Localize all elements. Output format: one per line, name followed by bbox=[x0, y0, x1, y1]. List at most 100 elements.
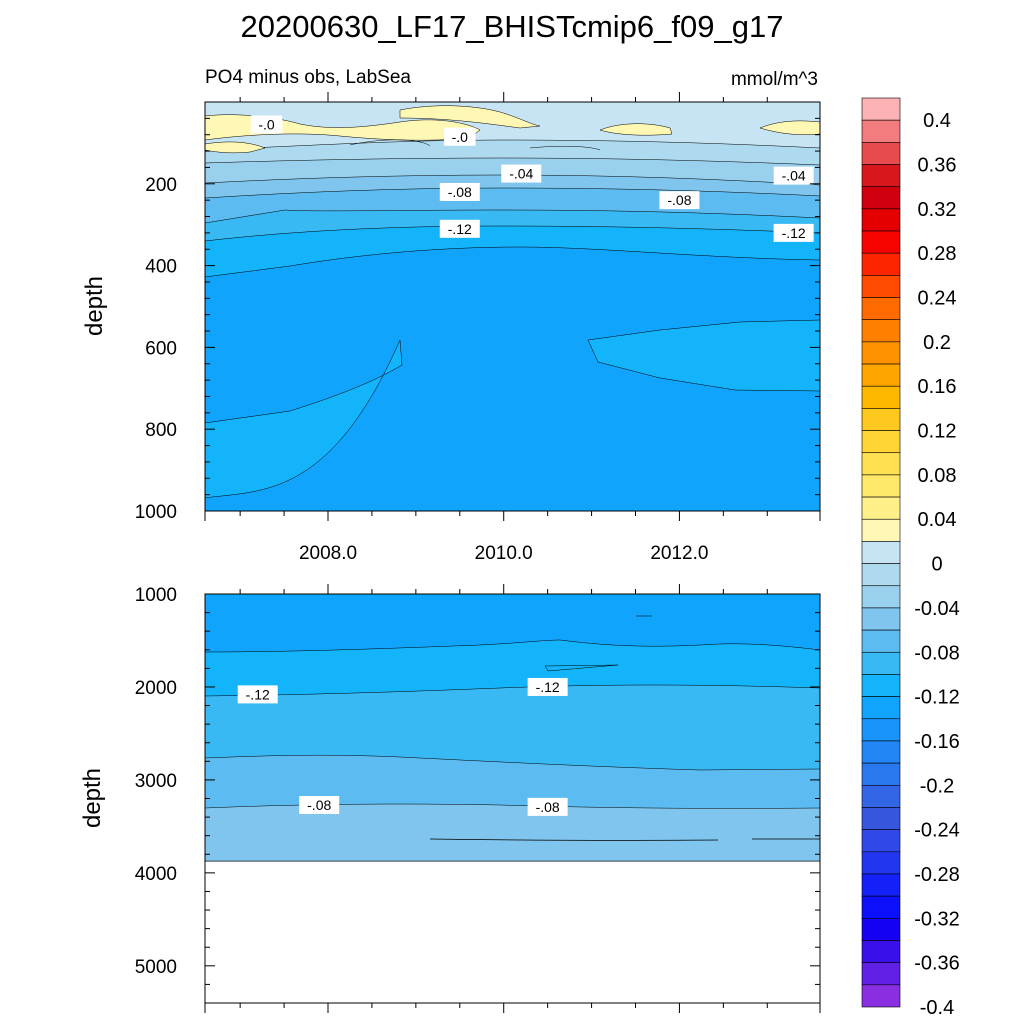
colorbar-tick-label: -0.36 bbox=[914, 953, 960, 975]
colorbar-tick-label: 0.12 bbox=[918, 421, 957, 443]
upper-contour-label: -.04 bbox=[782, 168, 806, 184]
lower-ytick-label: 3000 bbox=[135, 771, 177, 792]
colorbar-tick-label: 0.08 bbox=[918, 465, 957, 487]
upper-contour-label-box bbox=[439, 219, 480, 238]
colorbar-swatch bbox=[861, 762, 901, 786]
colorbar-swatch bbox=[861, 718, 901, 742]
upper-contour-label-box bbox=[773, 166, 814, 185]
lower-contour-line-1 bbox=[544, 664, 619, 672]
colorbar-swatch bbox=[861, 319, 901, 343]
upper-x-ticks: 2008.0 2010.0 2012.0 bbox=[204, 92, 821, 564]
upper-ytick-label: 1000 bbox=[135, 502, 177, 523]
colorbar-swatch bbox=[861, 784, 901, 808]
colorbar-tick-label: -0.32 bbox=[914, 908, 960, 930]
colorbar-tick-label: -0.4 bbox=[920, 997, 954, 1019]
lower-contour-fill bbox=[204, 594, 821, 1003]
upper-plot-frame bbox=[204, 101, 821, 512]
colorbar-tick-label: -0.04 bbox=[914, 598, 960, 620]
upper-positive-patch-3 bbox=[599, 123, 673, 136]
colorbar-swatch bbox=[861, 408, 901, 431]
upper-ytick-label: 800 bbox=[145, 420, 177, 441]
upper-contour-label: -.12 bbox=[782, 225, 806, 241]
lower-ytick-label: 2000 bbox=[135, 678, 177, 699]
panel-subtitle: PO4 minus obs, LabSea bbox=[205, 67, 411, 88]
upper-contour-labels: -.0 -.0 -.04 -.04 -.08 -.08 -.12 -.12 bbox=[250, 115, 814, 242]
colorbar-swatch bbox=[861, 164, 901, 187]
lower-y-ticks: 1000 2000 3000 4000 5000 bbox=[135, 585, 820, 1004]
upper-contour-label-box bbox=[439, 182, 480, 201]
colorbar-swatch bbox=[861, 895, 901, 919]
upper-contour-label-box bbox=[501, 164, 542, 183]
colorbar-swatch bbox=[861, 940, 901, 963]
colorbar-swatch bbox=[861, 385, 901, 409]
upper-contour-label: -.0 bbox=[452, 129, 469, 145]
colorbar-swatch bbox=[861, 651, 901, 675]
upper-contour-label: -.0 bbox=[258, 116, 275, 132]
lower-band-08 bbox=[204, 803, 821, 862]
upper-y-axis-label: depth bbox=[81, 276, 108, 336]
colorbar-tick-label: 0.04 bbox=[918, 509, 957, 531]
upper-positive-patch-5 bbox=[204, 141, 266, 154]
upper-contour-line-1 bbox=[349, 139, 431, 147]
colorbar-tick-label: -0.2 bbox=[920, 775, 954, 797]
lower-contour-label-box bbox=[299, 796, 340, 815]
colorbar-swatch bbox=[861, 186, 901, 210]
colorbar-swatch bbox=[861, 740, 901, 764]
colorbar-swatch bbox=[861, 541, 901, 564]
upper-ytick-label: 600 bbox=[145, 338, 177, 359]
lower-panel: -.12 -.12 -.08 -.08 1000 2000 3000 4000 5000 de… bbox=[79, 584, 821, 1013]
colorbar-swatch bbox=[861, 452, 901, 476]
colorbar-swatch bbox=[861, 119, 901, 143]
colorbar-tick-label: 0.28 bbox=[918, 243, 957, 265]
colorbar-tick-label: -0.12 bbox=[914, 687, 960, 709]
lower-y-axis-label: depth bbox=[79, 768, 106, 828]
upper-contour-label-box bbox=[773, 223, 814, 242]
lower-contour-label-box bbox=[527, 677, 568, 696]
figure-title: 20200630_LF17_BHISTcmip6_f09_g17 bbox=[241, 9, 784, 44]
lower-contour-line-3 bbox=[429, 838, 719, 841]
upper-contour-label: -.04 bbox=[509, 166, 533, 182]
lower-ytick-label: 5000 bbox=[135, 957, 177, 978]
colorbar-tick-label: 0.2 bbox=[923, 332, 951, 354]
colorbar-tick-label: 0.36 bbox=[918, 155, 957, 177]
upper-contour-label: -.08 bbox=[448, 184, 472, 200]
upper-contour-label-box bbox=[659, 191, 700, 210]
lower-contour-label-box bbox=[237, 685, 278, 704]
colorbar-tick-labels: 0.4 0.36 0.32 0.28 0.24 0.2 0.16 0.12 0.08 0.04 0 -… bbox=[914, 110, 960, 1019]
upper-contour-label: -.12 bbox=[448, 221, 472, 237]
lower-contour-label: -.08 bbox=[307, 797, 331, 813]
colorbar-swatch bbox=[861, 984, 901, 1008]
upper-ytick-label: 400 bbox=[145, 257, 177, 278]
colorbar-tick-label: 0.4 bbox=[923, 110, 951, 132]
colorbar-swatch bbox=[861, 585, 901, 609]
lower-ytick-label: 1000 bbox=[135, 585, 177, 606]
colorbar-tick-label: -0.24 bbox=[914, 820, 960, 842]
upper-positive-patch-2 bbox=[399, 105, 541, 129]
upper-band-mid-left bbox=[204, 339, 403, 499]
upper-contour-label-box bbox=[250, 115, 283, 134]
lower-contour-label: -.12 bbox=[536, 679, 560, 695]
lower-contour-labels: -.12 -.12 -.08 -.08 bbox=[237, 677, 568, 816]
colorbar-swatch bbox=[861, 563, 901, 587]
colorbar-swatch bbox=[861, 851, 901, 875]
colorbar-swatch bbox=[861, 208, 901, 232]
upper-band-mid-right bbox=[587, 319, 821, 392]
upper-ytick-label: 200 bbox=[145, 175, 177, 196]
colorbar-swatches bbox=[861, 97, 901, 1008]
lower-x-ticks bbox=[204, 584, 821, 1013]
colorbar-swatch bbox=[861, 607, 901, 631]
colorbar-swatch bbox=[861, 297, 901, 321]
colorbar-swatch bbox=[861, 97, 901, 121]
colorbar: 0.4 0.36 0.32 0.28 0.24 0.2 0.16 0.12 0.08 0.04 0 -… bbox=[861, 97, 960, 1019]
colorbar-swatch bbox=[861, 918, 901, 941]
colorbar-swatch bbox=[861, 275, 901, 298]
colorbar-swatch bbox=[861, 518, 901, 542]
lower-contour-label: -.08 bbox=[536, 799, 560, 815]
lower-contour-label-box bbox=[527, 797, 568, 816]
colorbar-swatch bbox=[861, 496, 901, 520]
colorbar-tick-label: 0.32 bbox=[918, 199, 957, 221]
colorbar-tick-label: 0.16 bbox=[918, 376, 957, 398]
colorbar-swatch bbox=[861, 230, 901, 254]
colorbar-swatch bbox=[861, 629, 901, 653]
colorbar-tick-label: -0.16 bbox=[914, 731, 960, 753]
